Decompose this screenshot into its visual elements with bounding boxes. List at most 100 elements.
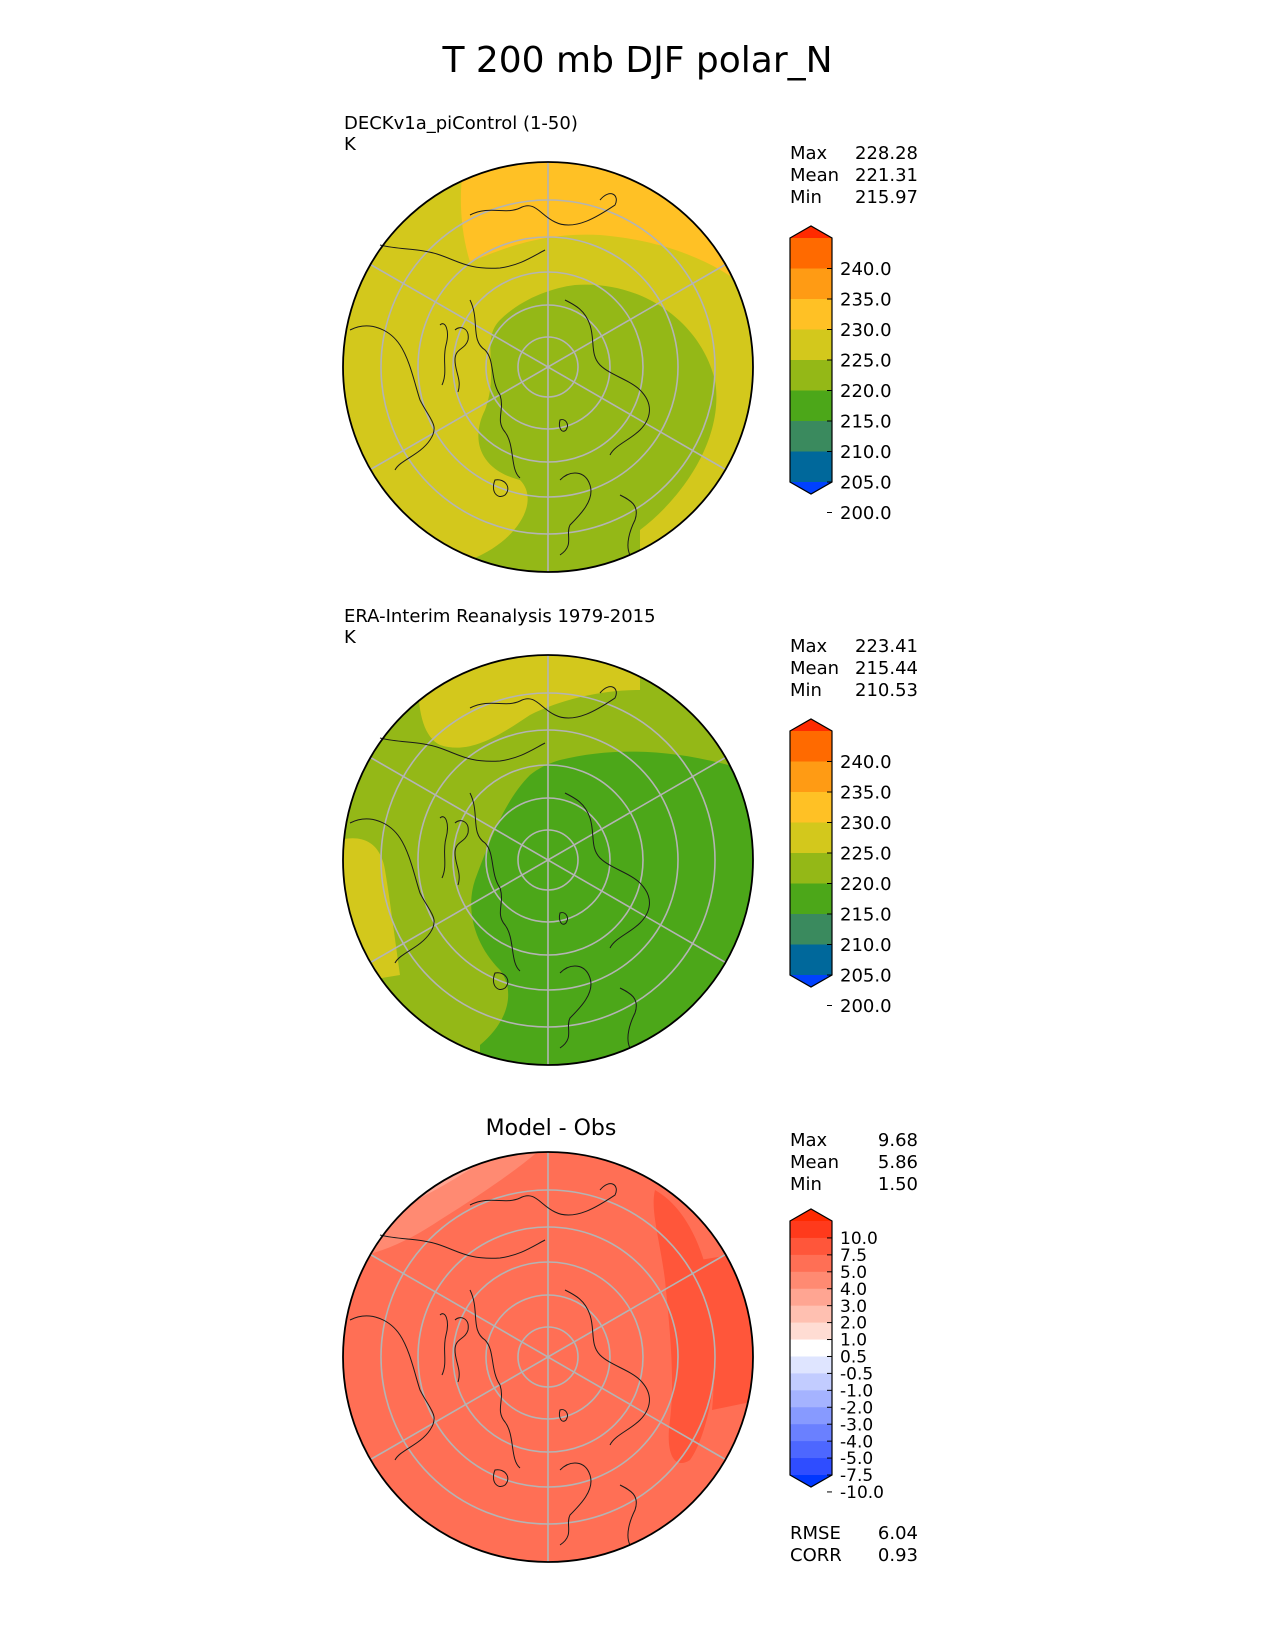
metric-value: 6.04 [877,1523,918,1544]
colorbar-extend-min [790,1475,832,1487]
panel-1-title: DECKv1a_piControl (1-50) K [344,113,578,155]
colorbar-tick-label: 200.0 [840,503,892,524]
colorbar-tick-label: -10.0 [840,1483,884,1503]
colorbar-segment [790,792,832,823]
coastlines [349,193,650,556]
colorbar-tick-label: -1.0 [840,1381,873,1401]
panel-1-polar-map [342,161,754,573]
colorbar-tick-label: 0.5 [840,1348,867,1368]
coastlines [349,686,650,1049]
metric-label: RMSE [790,1523,841,1544]
colorbar-tick-label: 2.0 [840,1314,867,1334]
colorbar-segment [790,1254,832,1273]
colorbar-tick-label: 230.0 [840,320,892,341]
colorbar-tick-label: -0.5 [840,1365,873,1385]
colorbar-segment [790,761,832,793]
colorbar-tick-label: 210.0 [840,935,892,956]
colorbar-tick-label: -7.5 [840,1466,873,1486]
colorbar-segment [790,1441,832,1459]
panel-2-colorbar: 240.0 235.0 230.0 225.0 220.0 215.0 210.0 205.0… [789,718,892,1017]
stat-label: Min [790,1174,822,1195]
graticule [370,1152,726,1562]
stat-label: Mean [790,658,840,679]
colorbar-segment [790,451,832,483]
coastlines [349,1183,650,1546]
colorbar-segment [790,1237,832,1256]
panel-1-units-label: K [344,134,356,155]
colorbar-segment [790,1305,832,1324]
colorbar-tick-label: 3.0 [840,1297,867,1317]
colorbar-tick-label: 4.0 [840,1280,867,1300]
panel-3-metrics: RMSE 6.04 CORR 0.93 [790,1523,918,1567]
colorbar-segment [790,360,832,391]
panel-3-title: Model - Obs [485,1116,617,1141]
colorbar-tick-label: 225.0 [840,350,892,371]
colorbar-tick-label: -2.0 [840,1398,873,1418]
colorbar-tick-label: 220.0 [840,874,892,895]
stat-label: Max [790,1130,828,1151]
colorbar-segment [790,421,832,452]
stat-value: 223.41 [855,636,918,657]
colorbar-tick-label: -4.0 [840,1432,873,1452]
colorbar-segment [790,1322,832,1341]
colorbar-segment [790,944,832,976]
panel-2-units-label: K [344,627,356,648]
metric-value: 0.93 [877,1545,918,1566]
map-boundary [342,654,754,1066]
colorbar-segment [790,238,832,269]
colorbar-segment [790,1424,832,1442]
colorbar-segment [790,1407,832,1425]
panel-2-dataset-label: ERA-Interim Reanalysis 1979-2015 [344,606,656,627]
colorbar-tick-label: 7.5 [840,1246,867,1266]
colorbar-tick-label: 240.0 [840,259,892,280]
panel-3-stats: Max 9.68 Mean 5.86 Min 1.50 [790,1130,918,1196]
stat-label: Min [790,680,822,701]
stat-value: 215.97 [855,187,918,208]
colorbar-tick-label: -3.0 [840,1415,873,1435]
panel-2-stats: Max 223.41 Mean 215.44 Min 210.53 [790,636,918,702]
colorbar-segment [790,299,832,330]
colorbar-segment [790,883,832,915]
colorbar-segment [790,1356,832,1374]
colorbar-tick-label: 235.0 [840,289,892,310]
colorbar-tick-label: 5.0 [840,1263,867,1283]
map-boundary [342,161,754,573]
colorbar-extend-max [790,1209,832,1221]
colorbar-segment [790,390,832,422]
colorbar-tick-label: 225.0 [840,843,892,864]
colorbar-segment [790,329,832,361]
contour-fill-215 [470,284,717,572]
figure-title: T 200 mb DJF polar_N [442,40,833,81]
stat-value: 1.50 [877,1174,918,1195]
stat-value: 215.44 [855,658,918,679]
colorbar-tick-label: 10.0 [840,1229,878,1249]
stat-value: 9.68 [877,1130,918,1151]
stat-value: 228.28 [855,143,918,164]
stat-label: Min [790,187,822,208]
colorbar-tick-label: 220.0 [840,381,892,402]
colorbar-extend-min [790,975,832,987]
panel-2-polar-map [342,654,754,1066]
colorbar-segment [790,1221,832,1239]
colorbar-tick-label: 205.0 [840,472,892,493]
panel-1-stats: Max 228.28 Mean 221.31 Min 215.97 [790,143,918,209]
stat-value: 210.53 [855,680,918,701]
graticule [370,162,726,572]
colorbar-segment [790,822,832,854]
map-boundary [342,1151,754,1563]
colorbar-tick-label: 235.0 [840,782,892,803]
colorbar-extend-min [790,482,832,494]
colorbar-tick-label: 215.0 [840,904,892,925]
contour-fill-5 [653,1190,716,1464]
colorbar-segment [790,1458,832,1476]
colorbar-tick-label: 200.0 [840,996,892,1017]
stat-value: 221.31 [855,165,918,186]
stat-label: Max [790,143,828,164]
colorbar-extend-max [790,719,832,731]
colorbar-segment [790,1339,832,1357]
colorbar-tick-label: 210.0 [840,442,892,463]
stat-label: Mean [790,1152,840,1173]
colorbar-segment [790,1373,832,1391]
